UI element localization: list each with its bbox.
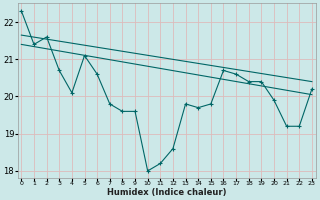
X-axis label: Humidex (Indice chaleur): Humidex (Indice chaleur): [107, 188, 226, 197]
